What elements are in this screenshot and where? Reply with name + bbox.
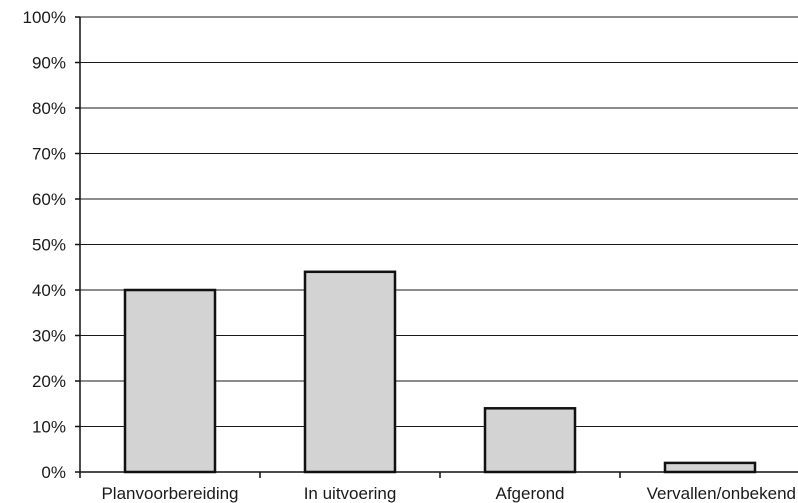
axes — [79, 17, 798, 473]
x-axis-category-labels: Planvoorbereiding In uitvoering Afgerond Ve… — [101, 484, 796, 503]
y-tick-label: 10% — [32, 418, 66, 437]
bar-afgerond — [483, 407, 577, 474]
x-tick-label: In uitvoering — [304, 484, 397, 503]
y-tick-label: 20% — [32, 372, 66, 391]
bar-planvoorbereiding — [123, 288, 217, 474]
y-tick-label: 60% — [32, 190, 66, 209]
x-tick-label: Planvoorbereiding — [101, 484, 238, 503]
y-tick-label: 70% — [32, 145, 66, 164]
y-tick-label: 40% — [32, 281, 66, 300]
bars — [123, 270, 757, 474]
y-tick-label: 50% — [32, 236, 66, 255]
y-axis-tick-labels: 0% 10% 20% 30% 40% 50% 60% 70% 80% 90% 100% — [23, 8, 80, 482]
y-tick-label: 0% — [41, 463, 66, 482]
y-tick-label: 80% — [32, 99, 66, 118]
x-tick-label: Afgerond — [496, 484, 565, 503]
y-tick-label: 100% — [23, 8, 66, 27]
bar-vervallen-onbekend — [663, 461, 757, 474]
y-tick-label: 30% — [32, 327, 66, 346]
y-tick-label: 90% — [32, 54, 66, 73]
bar-in-uitvoering — [303, 270, 397, 474]
x-tick-label: Vervallen/onbekend — [647, 484, 796, 503]
x-axis-ticks — [79, 472, 621, 478]
